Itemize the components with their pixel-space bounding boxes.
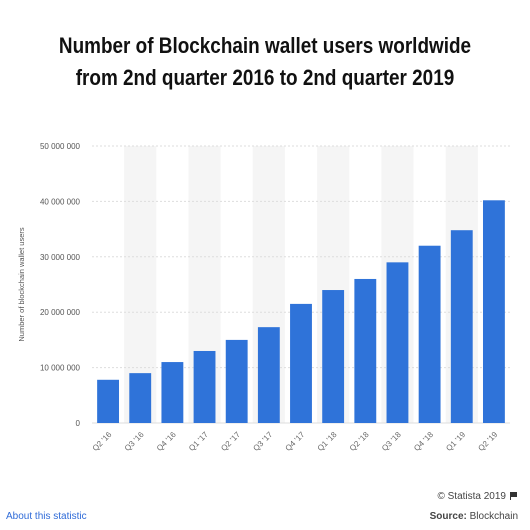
bar (354, 278, 377, 423)
y-tick-label: 50 000 000 (40, 142, 81, 151)
bar (97, 379, 120, 423)
y-tick-label: 10 000 000 (40, 364, 81, 373)
x-tick-label: Q3 '18 (380, 430, 403, 453)
source-value: Blockchain (469, 511, 518, 522)
x-tick-label: Q2 '17 (219, 430, 242, 453)
x-tick-label: Q1 '19 (444, 430, 467, 453)
y-tick-label: 30 000 000 (40, 253, 81, 262)
y-tick-label: 40 000 000 (40, 197, 81, 206)
bar (322, 290, 345, 423)
x-tick-label: Q4 '18 (412, 430, 435, 453)
chart-title: Number of Blockchain wallet users worldw… (58, 33, 472, 90)
bar (418, 245, 441, 423)
x-tick-label: Q2 '16 (91, 430, 114, 453)
x-tick-label: Q1 '17 (187, 430, 210, 453)
bar (290, 303, 312, 423)
x-tick-label: Q1 '18 (316, 430, 339, 453)
source-line: Source: Blockchain (430, 511, 518, 522)
x-tick-label: Q3 '17 (251, 430, 274, 453)
flag-icon[interactable] (510, 492, 518, 500)
bar (129, 373, 152, 423)
x-tick-label: Q2 '19 (476, 430, 499, 453)
statista-credit: © Statista 2019 (437, 491, 518, 502)
bar (193, 350, 216, 423)
source-label: Source: (429, 511, 467, 522)
bar (161, 362, 184, 423)
x-tick-label: Q4 '17 (284, 430, 307, 453)
bar (482, 200, 505, 423)
credit-text: © Statista 2019 (437, 491, 506, 502)
bar (225, 339, 248, 423)
bar (257, 327, 280, 423)
y-axis-label: Number of blockchain wallet users (17, 227, 26, 341)
about-statistic-link[interactable]: About this statistic (6, 511, 87, 522)
y-tick-label: 0 (76, 419, 81, 428)
x-tick-label: Q2 '18 (348, 430, 371, 453)
x-tick-label: Q4 '16 (155, 430, 178, 453)
bar (386, 262, 409, 423)
x-tick-label: Q3 '16 (123, 430, 146, 453)
bar (450, 230, 473, 423)
y-tick-label: 20 000 000 (40, 308, 81, 317)
